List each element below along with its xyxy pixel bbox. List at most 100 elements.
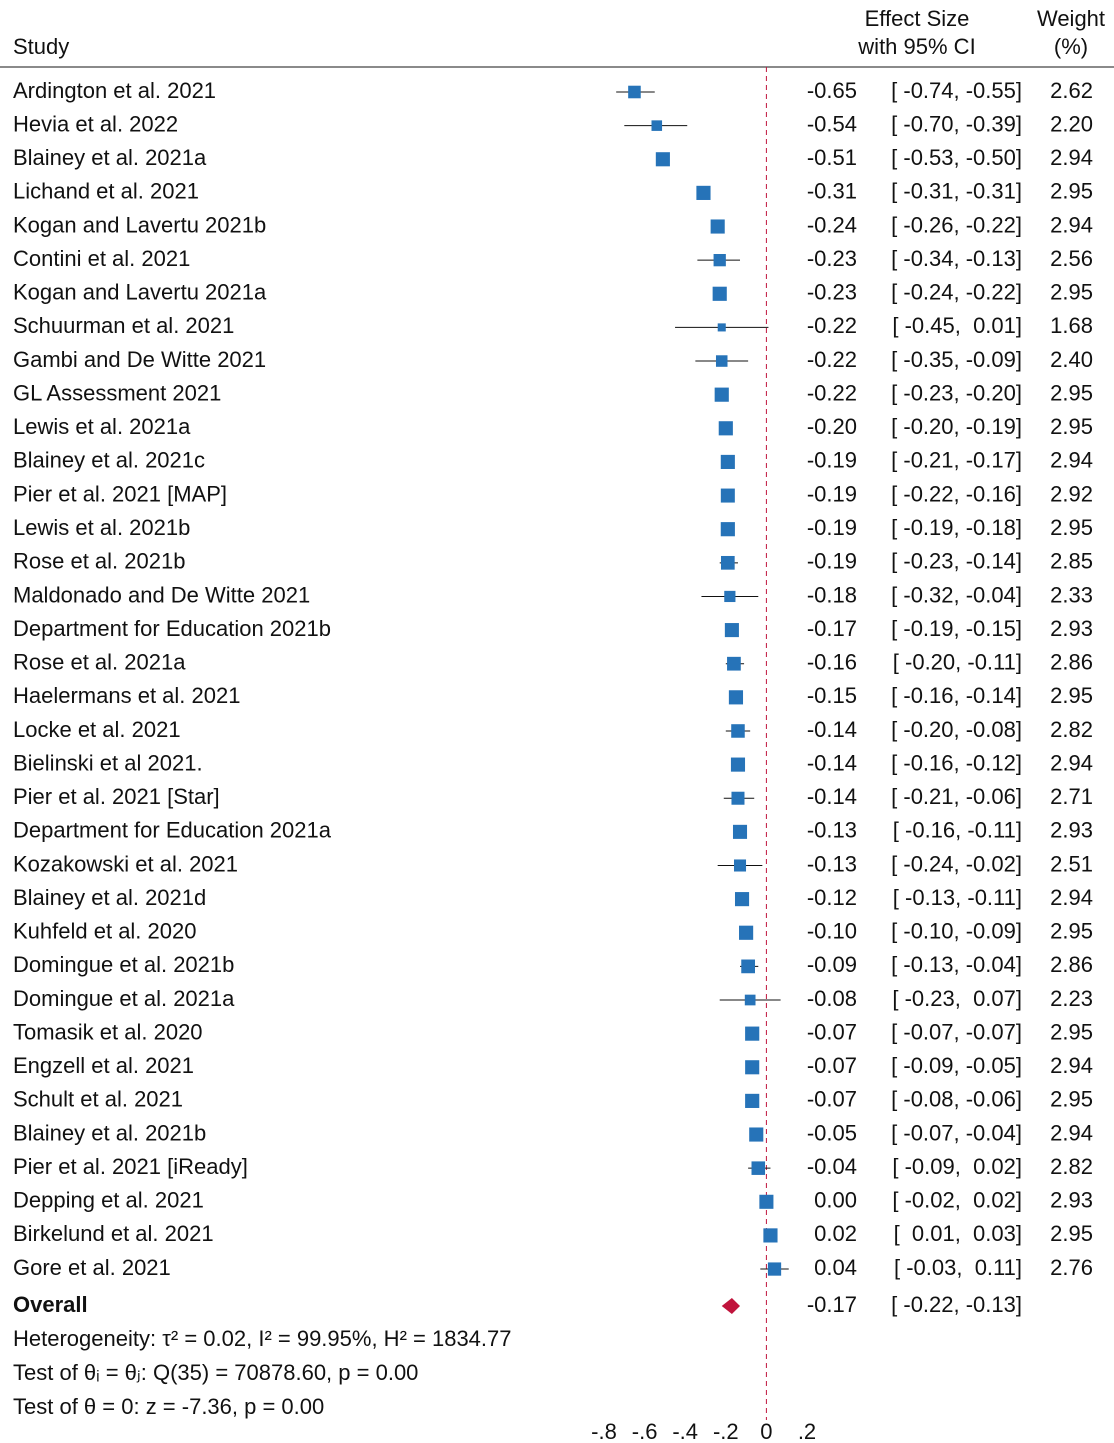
- study-label: Hevia et al. 2022: [13, 111, 178, 136]
- study-label: Kozakowski et al. 2021: [13, 851, 238, 876]
- effect-square: [718, 421, 733, 436]
- ci-label: [ -0.16, -0.11]: [893, 818, 1022, 843]
- effect-square: [715, 355, 728, 367]
- effect-square: [763, 1228, 778, 1243]
- weight-label: 2.94: [1050, 145, 1093, 170]
- study-label: Domingue et al. 2021b: [13, 952, 234, 977]
- x-tick-label: -.2: [713, 1419, 739, 1443]
- effect-label: -0.07: [807, 1053, 857, 1078]
- weight-label: 2.95: [1050, 919, 1093, 944]
- ci-label: [ -0.09, 0.02]: [892, 1154, 1022, 1179]
- effect-square: [720, 454, 735, 469]
- note: Test of θᵢ = θⱼ: Q(35) = 70878.60, p = 0…: [13, 1360, 418, 1385]
- effect-label: -0.15: [807, 683, 857, 708]
- effect-label: -0.14: [807, 784, 857, 809]
- effect-square: [745, 1026, 760, 1041]
- effect-label: -0.19: [807, 481, 857, 506]
- study-label: Rose et al. 2021a: [13, 650, 186, 675]
- weight-label: 2.86: [1050, 952, 1093, 977]
- ci-label: [ -0.26, -0.22]: [891, 212, 1022, 237]
- effect-square: [751, 1161, 766, 1175]
- weight-label: 2.95: [1050, 515, 1093, 540]
- ci-label: [ -0.13, -0.11]: [893, 885, 1022, 910]
- effect-label: -0.07: [807, 1087, 857, 1112]
- study-label: Rose et al. 2021b: [13, 549, 185, 574]
- effect-square: [655, 152, 670, 167]
- effect-label: -0.23: [807, 246, 857, 271]
- effect-label: -0.51: [807, 145, 857, 170]
- weight-label: 2.95: [1050, 1221, 1093, 1246]
- effect-square: [734, 892, 750, 907]
- study-label: Engzell et al. 2021: [13, 1053, 194, 1078]
- study-label: Blainey et al. 2021c: [13, 448, 205, 473]
- effect-label: -0.22: [807, 313, 857, 338]
- effect-square: [739, 925, 754, 940]
- ci-label: [ -0.20, -0.11]: [893, 650, 1022, 675]
- effect-label: 0.04: [814, 1255, 857, 1280]
- ci-label: [ -0.21, -0.17]: [891, 448, 1022, 473]
- effect-label: -0.13: [807, 851, 857, 876]
- x-tick-label: .2: [798, 1419, 816, 1443]
- ci-label: [ -0.24, -0.02]: [891, 851, 1022, 876]
- ci-label: [ -0.22, -0.16]: [891, 481, 1022, 506]
- weight-label: 2.95: [1050, 414, 1093, 439]
- weight-label: 2.94: [1050, 1053, 1093, 1078]
- ci-label: [ -0.19, -0.18]: [891, 515, 1022, 540]
- weight-label: 2.51: [1050, 851, 1093, 876]
- study-label: Lewis et al. 2021b: [13, 515, 190, 540]
- effect-label: -0.17: [807, 616, 857, 641]
- effect-label: -0.12: [807, 885, 857, 910]
- x-tick-label: 0: [760, 1419, 772, 1443]
- effect-square: [712, 286, 727, 301]
- effect-square: [720, 522, 735, 537]
- weight-label: 2.76: [1050, 1255, 1093, 1280]
- effect-label: 0.00: [814, 1188, 857, 1213]
- study-label: Kogan and Lavertu 2021a: [13, 280, 267, 305]
- effect-square: [724, 590, 736, 603]
- weight-label: 2.95: [1050, 380, 1093, 405]
- ci-label: [ -0.74, -0.55]: [891, 78, 1022, 103]
- effect-label: -0.18: [807, 582, 857, 607]
- effect-label: -0.07: [807, 1019, 857, 1044]
- weight-label: 2.93: [1050, 616, 1093, 641]
- effect-label: -0.14: [807, 717, 857, 742]
- effect-label: -0.19: [807, 448, 857, 473]
- effect-square: [730, 757, 746, 772]
- ci-label: [ -0.16, -0.14]: [891, 683, 1022, 708]
- study-header: Study: [13, 34, 69, 59]
- effect-label: -0.31: [807, 179, 857, 204]
- weight-label: 2.94: [1050, 1120, 1093, 1145]
- ci-label: [ -0.53, -0.50]: [891, 145, 1022, 170]
- weight-label: 2.94: [1050, 448, 1093, 473]
- ci-label: [ -0.20, -0.19]: [891, 414, 1022, 439]
- study-label: Contini et al. 2021: [13, 246, 190, 271]
- effect-square: [759, 1194, 774, 1209]
- effect-label: -0.08: [807, 986, 857, 1011]
- ci-label: [ -0.02, 0.02]: [892, 1188, 1022, 1213]
- study-label: Schult et al. 2021: [13, 1087, 183, 1112]
- weight-label: 2.62: [1050, 78, 1093, 103]
- effect-label: -0.04: [807, 1154, 857, 1179]
- weight-label: 2.20: [1050, 111, 1093, 136]
- effect-square: [728, 690, 744, 705]
- study-label: Lewis et al. 2021a: [13, 414, 191, 439]
- ci-label: [ -0.23, -0.20]: [891, 380, 1022, 405]
- effect-label: -0.14: [807, 750, 857, 775]
- ci-label: [ -0.10, -0.09]: [891, 919, 1022, 944]
- effect-label: -0.65: [807, 78, 857, 103]
- weight-label: 2.40: [1050, 347, 1093, 372]
- effect-label: -0.10: [807, 919, 857, 944]
- x-tick-label: -.4: [672, 1419, 698, 1443]
- weight-label: 2.94: [1050, 885, 1093, 910]
- overall-diamond: [721, 1298, 741, 1315]
- weight-label: 2.95: [1050, 280, 1093, 305]
- study-label: Maldonado and De Witte 2021: [13, 582, 310, 607]
- effect-square: [727, 656, 741, 671]
- weight-label: 2.23: [1050, 986, 1093, 1011]
- overall-ci: [ -0.22, -0.13]: [891, 1292, 1022, 1317]
- weight-label: 1.68: [1050, 313, 1093, 338]
- effect-label: -0.19: [807, 549, 857, 574]
- study-label: Pier et al. 2021 [iReady]: [13, 1154, 248, 1179]
- effect-label: -0.13: [807, 818, 857, 843]
- effect-label: -0.22: [807, 380, 857, 405]
